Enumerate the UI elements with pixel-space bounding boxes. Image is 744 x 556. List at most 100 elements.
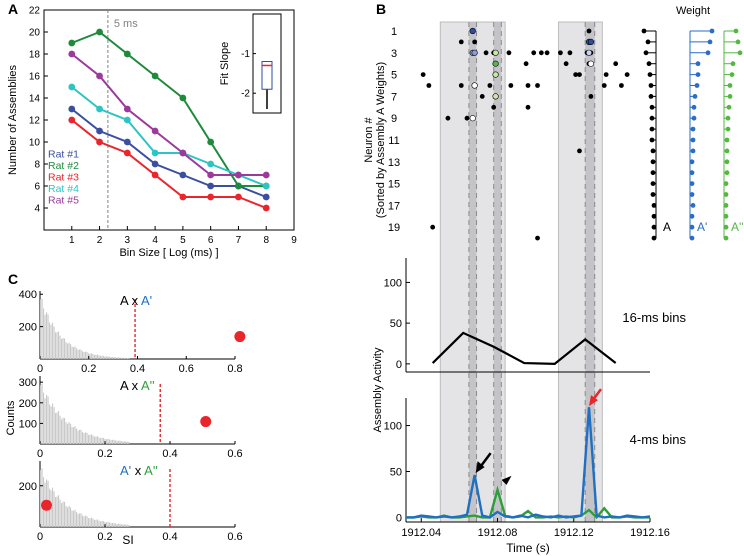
hist-bar bbox=[73, 346, 75, 359]
hist-bar bbox=[97, 519, 99, 527]
hist-bar bbox=[68, 505, 70, 527]
hist-bar bbox=[118, 523, 120, 527]
hist-bar bbox=[44, 314, 46, 359]
bin-5ms-label: 5 ms bbox=[114, 18, 138, 30]
hist-bar bbox=[83, 516, 85, 527]
x-tick-label-a: 2 bbox=[97, 235, 103, 246]
hist-bar bbox=[59, 499, 61, 527]
hist-bar bbox=[101, 355, 103, 359]
hist-bar bbox=[79, 429, 81, 444]
series-point bbox=[123, 116, 131, 124]
activity-4ms-line bbox=[406, 407, 651, 519]
hist-bar bbox=[61, 503, 63, 527]
weight-stem-head bbox=[689, 224, 695, 230]
hist-bar bbox=[116, 357, 118, 359]
hist-bar bbox=[76, 428, 78, 444]
weight-stem-head bbox=[649, 104, 655, 110]
hist-bar bbox=[68, 422, 70, 444]
series-point bbox=[123, 105, 131, 113]
hist-bar bbox=[128, 524, 130, 527]
hist-bar bbox=[76, 511, 78, 527]
legend-entry-4: Rat #4 bbox=[48, 183, 79, 195]
hist-y-tick-label: 200 bbox=[19, 322, 37, 334]
x-tick-label-a: 1 bbox=[69, 235, 75, 246]
y-tick-label-a: 12 bbox=[29, 116, 41, 127]
hist-bar bbox=[115, 440, 117, 444]
weight-label: A' bbox=[697, 220, 707, 234]
series-point bbox=[68, 50, 76, 58]
spike bbox=[487, 83, 493, 88]
weight-stem-head bbox=[733, 28, 739, 34]
weight-stem-head bbox=[690, 203, 696, 208]
weight-stem-head bbox=[649, 126, 655, 132]
hist-bar bbox=[50, 406, 52, 444]
assembly-spike bbox=[492, 49, 499, 56]
hist-bar bbox=[112, 357, 114, 359]
hist-bar bbox=[103, 355, 105, 359]
weight-stem-head bbox=[690, 126, 696, 132]
weight-stem-head bbox=[651, 224, 657, 230]
x-tick-label-a: 7 bbox=[236, 235, 242, 246]
x-tick-label-a: 3 bbox=[125, 235, 131, 246]
hist-y-tick-label: 400 bbox=[19, 289, 37, 301]
weight-stem-head bbox=[725, 115, 731, 121]
spike bbox=[508, 83, 514, 88]
raster-y-label-2: (Sorted by Assembly A Weights) bbox=[375, 62, 387, 218]
hist-y-tick-label: 200 bbox=[19, 398, 37, 410]
spike bbox=[531, 50, 537, 56]
spike bbox=[586, 28, 592, 34]
panel-label-b: B bbox=[376, 1, 386, 17]
hist-bar bbox=[70, 344, 72, 359]
hist-bar bbox=[94, 354, 96, 359]
hist-bar bbox=[121, 524, 123, 527]
spike bbox=[525, 104, 531, 110]
weight-label: A'' bbox=[731, 220, 744, 234]
hist-bar bbox=[80, 349, 82, 359]
series-point bbox=[179, 193, 187, 201]
hist-bar bbox=[89, 353, 91, 359]
assembly-spike bbox=[469, 115, 476, 122]
weight-stem-head bbox=[651, 203, 657, 208]
y-tick-label-a: 10 bbox=[29, 138, 41, 149]
hist-bar bbox=[89, 434, 91, 444]
hist-x-tick-label: 0.6 bbox=[227, 448, 242, 460]
hist-bar bbox=[116, 440, 118, 444]
weight-stem-head bbox=[648, 83, 654, 88]
hist-y-tick-label: 300 bbox=[19, 377, 37, 389]
weight-stem-head bbox=[723, 181, 729, 187]
hist-bar bbox=[61, 338, 63, 359]
weight-stem-head bbox=[649, 115, 655, 121]
hist-bar bbox=[43, 392, 45, 444]
weight-stem-head bbox=[726, 104, 732, 110]
neuron-tick-label: 1 bbox=[391, 26, 397, 38]
inset-y-label: Fit Slope bbox=[219, 42, 231, 85]
hist-x-tick-label: 0.6 bbox=[179, 363, 194, 375]
hist-bar bbox=[112, 439, 114, 444]
assembly-window bbox=[468, 22, 477, 522]
hist-bar bbox=[91, 517, 93, 527]
weight-stem-head bbox=[646, 61, 652, 67]
hist-bar bbox=[125, 524, 127, 527]
hist-bar bbox=[53, 326, 55, 359]
hist-bar bbox=[65, 505, 67, 527]
series-point bbox=[207, 160, 215, 168]
hist-x-tick-label: 0.4 bbox=[162, 531, 177, 543]
hist-bar bbox=[53, 491, 55, 527]
hist-bar bbox=[110, 357, 112, 359]
series-point bbox=[207, 193, 215, 201]
weight-stem-head bbox=[643, 50, 649, 56]
series-point bbox=[207, 138, 215, 146]
inset-y-tick-label: -1 bbox=[241, 49, 250, 60]
activity-16ms-line bbox=[431, 331, 617, 365]
series-point bbox=[207, 182, 215, 190]
hist-bar bbox=[104, 356, 106, 359]
hist-bar bbox=[46, 312, 48, 359]
hist-x-tick-label: 0.6 bbox=[227, 531, 242, 543]
weight-stem-head bbox=[645, 39, 651, 45]
hist-y-tick-label: 100 bbox=[19, 418, 37, 430]
hist-bar bbox=[118, 357, 120, 359]
hist-bar bbox=[115, 357, 117, 359]
hist-bar bbox=[70, 507, 72, 527]
